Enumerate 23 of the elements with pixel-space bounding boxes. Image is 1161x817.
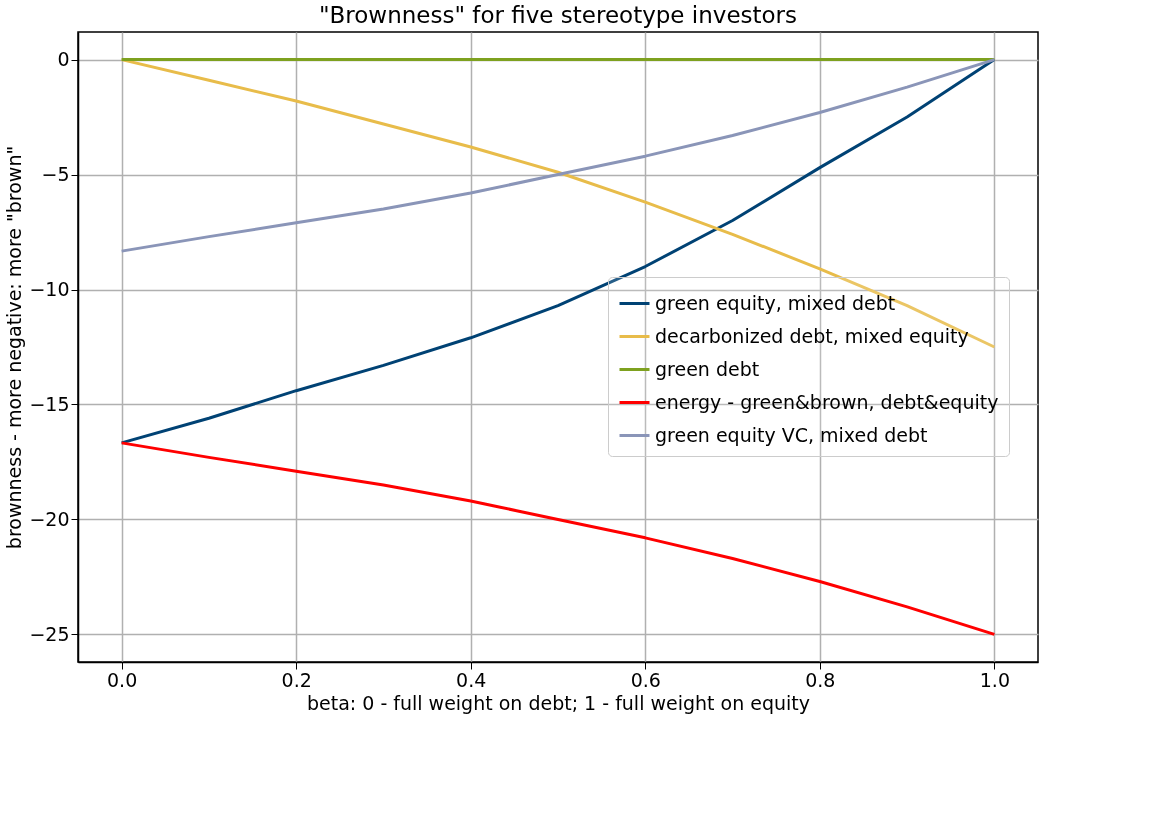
line-series xyxy=(120,58,996,445)
x-tick-label: 0.0 xyxy=(107,668,138,691)
x-tick-label: 0.8 xyxy=(805,668,836,691)
chart-title: "Brownness" for five stereotype investors xyxy=(318,2,798,28)
x-tick-label: 0.4 xyxy=(456,668,487,691)
legend-label: green debt xyxy=(655,357,760,380)
x-tick-label: 1.0 xyxy=(979,668,1010,691)
y-tick-label: −20 xyxy=(29,507,70,530)
y-tick-label: −5 xyxy=(41,163,70,186)
y-axis-title: brownness - more negative: more "brown" xyxy=(3,145,26,550)
line-series xyxy=(120,58,996,253)
y-tick-label: −10 xyxy=(29,278,70,301)
legend-label: green equity VC, mixed debt xyxy=(655,423,928,446)
legend-label: decarbonized debt, mixed equity xyxy=(655,324,969,347)
legend-label: green equity, mixed debt xyxy=(655,291,896,314)
y-tick-label: −15 xyxy=(29,392,70,415)
x-tick-label: 0.2 xyxy=(281,668,312,691)
legend-label: energy - green&brown, debt&equity xyxy=(655,390,999,413)
line-series xyxy=(120,58,996,349)
x-tick-label: 0.6 xyxy=(630,668,661,691)
y-tick-label: 0 xyxy=(57,48,70,71)
y-tick-label: −25 xyxy=(29,622,70,645)
x-axis-title: beta: 0 - full weight on debt; 1 - full weight on equity xyxy=(306,691,811,714)
